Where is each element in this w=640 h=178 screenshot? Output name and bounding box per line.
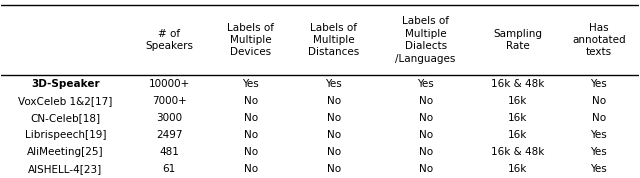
Text: VoxCeleb 1&2[17]: VoxCeleb 1&2[17] bbox=[19, 96, 113, 106]
Text: Sampling
Rate: Sampling Rate bbox=[493, 29, 542, 51]
Text: AISHELL-4[23]: AISHELL-4[23] bbox=[28, 164, 102, 174]
Text: 3000: 3000 bbox=[156, 113, 182, 123]
Text: No: No bbox=[327, 147, 341, 157]
Text: Yes: Yes bbox=[591, 78, 607, 89]
Text: 61: 61 bbox=[163, 164, 176, 174]
Text: 481: 481 bbox=[159, 147, 179, 157]
Text: No: No bbox=[419, 147, 433, 157]
Text: Yes: Yes bbox=[591, 164, 607, 174]
Text: No: No bbox=[592, 96, 606, 106]
Text: Yes: Yes bbox=[243, 78, 259, 89]
Text: Has
annotated
texts: Has annotated texts bbox=[572, 23, 625, 57]
Text: 2497: 2497 bbox=[156, 130, 182, 140]
Text: No: No bbox=[244, 113, 258, 123]
Text: AliMeeting[25]: AliMeeting[25] bbox=[27, 147, 104, 157]
Text: Labels of
Multiple
Dialects
/Languages: Labels of Multiple Dialects /Languages bbox=[396, 16, 456, 64]
Text: No: No bbox=[244, 164, 258, 174]
Text: 3D-Speaker: 3D-Speaker bbox=[31, 78, 100, 89]
Text: No: No bbox=[419, 164, 433, 174]
Text: CN-Celeb[18]: CN-Celeb[18] bbox=[30, 113, 100, 123]
Text: 16k & 48k: 16k & 48k bbox=[491, 147, 544, 157]
Text: Librispeech[19]: Librispeech[19] bbox=[25, 130, 106, 140]
Text: No: No bbox=[419, 130, 433, 140]
Text: No: No bbox=[327, 164, 341, 174]
Text: # of
Speakers: # of Speakers bbox=[145, 29, 193, 51]
Text: 16k: 16k bbox=[508, 96, 527, 106]
Text: No: No bbox=[244, 96, 258, 106]
Text: No: No bbox=[327, 96, 341, 106]
Text: No: No bbox=[419, 113, 433, 123]
Text: No: No bbox=[327, 113, 341, 123]
Text: 16k: 16k bbox=[508, 164, 527, 174]
Text: 16k & 48k: 16k & 48k bbox=[491, 78, 544, 89]
Text: 10000+: 10000+ bbox=[148, 78, 190, 89]
Text: Yes: Yes bbox=[326, 78, 342, 89]
Text: Labels of
Multiple
Devices: Labels of Multiple Devices bbox=[227, 23, 274, 57]
Text: 16k: 16k bbox=[508, 130, 527, 140]
Text: 7000+: 7000+ bbox=[152, 96, 187, 106]
Text: No: No bbox=[327, 130, 341, 140]
Text: Labels of
Multiple
Distances: Labels of Multiple Distances bbox=[308, 23, 360, 57]
Text: Yes: Yes bbox=[591, 130, 607, 140]
Text: No: No bbox=[244, 147, 258, 157]
Text: No: No bbox=[244, 130, 258, 140]
Text: No: No bbox=[592, 113, 606, 123]
Text: Yes: Yes bbox=[591, 147, 607, 157]
Text: No: No bbox=[419, 96, 433, 106]
Text: 16k: 16k bbox=[508, 113, 527, 123]
Text: Yes: Yes bbox=[417, 78, 434, 89]
